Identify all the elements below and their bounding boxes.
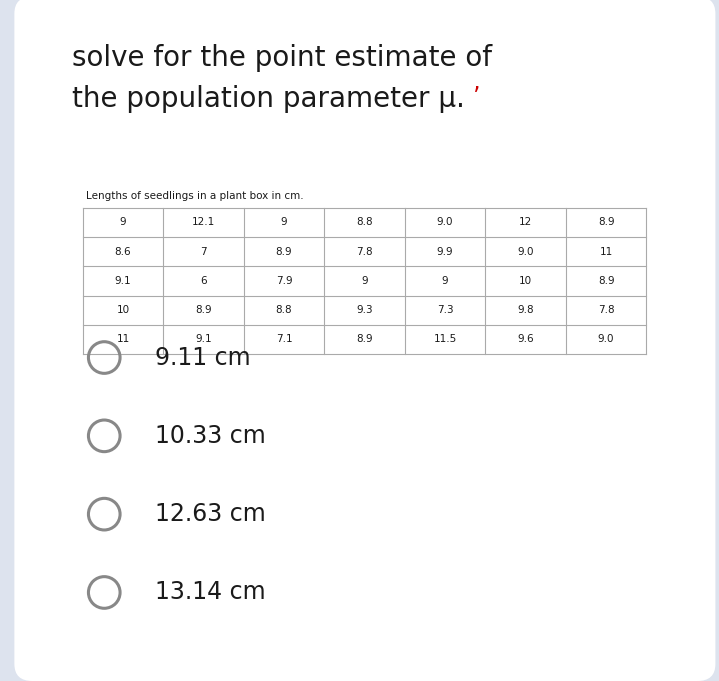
Text: 8.9: 8.9 [356, 334, 373, 345]
Text: 9.1: 9.1 [114, 276, 132, 286]
Text: ’: ’ [473, 85, 480, 109]
Text: 7.8: 7.8 [356, 247, 373, 257]
Text: 9.1: 9.1 [195, 334, 212, 345]
Text: 8.8: 8.8 [275, 305, 293, 315]
Text: 8.9: 8.9 [597, 276, 615, 286]
Text: 8.8: 8.8 [356, 217, 373, 227]
Text: 9.6: 9.6 [517, 334, 534, 345]
Text: 9: 9 [119, 217, 127, 227]
FancyBboxPatch shape [14, 0, 715, 681]
Text: 7.8: 7.8 [597, 305, 615, 315]
Text: 9.11 cm: 9.11 cm [155, 345, 250, 370]
Text: 8.6: 8.6 [114, 247, 132, 257]
Text: 7.9: 7.9 [275, 276, 293, 286]
Text: 8.9: 8.9 [275, 247, 293, 257]
Text: 9.0: 9.0 [437, 217, 453, 227]
Text: 8.9: 8.9 [195, 305, 212, 315]
Text: 11: 11 [600, 247, 613, 257]
Text: 8.9: 8.9 [597, 217, 615, 227]
Text: 12.1: 12.1 [192, 217, 215, 227]
Text: 7.3: 7.3 [436, 305, 454, 315]
Text: the population parameter μ.: the population parameter μ. [72, 85, 474, 113]
Text: 11: 11 [116, 334, 129, 345]
Text: 12: 12 [519, 217, 532, 227]
Text: 13.14 cm: 13.14 cm [155, 580, 265, 605]
Text: 9.0: 9.0 [598, 334, 614, 345]
Text: 9.8: 9.8 [517, 305, 534, 315]
Text: solve for the point estimate of: solve for the point estimate of [72, 44, 492, 72]
Text: 7: 7 [200, 247, 207, 257]
Text: Lengths of seedlings in a plant box in cm.: Lengths of seedlings in a plant box in c… [86, 191, 304, 201]
Text: 9.0: 9.0 [518, 247, 533, 257]
Text: 9: 9 [280, 217, 288, 227]
Text: 9.3: 9.3 [356, 305, 373, 315]
Text: 11.5: 11.5 [434, 334, 457, 345]
Text: 9: 9 [441, 276, 449, 286]
Text: 7.1: 7.1 [275, 334, 293, 345]
Text: 12.63 cm: 12.63 cm [155, 502, 265, 526]
Text: 9.9: 9.9 [436, 247, 454, 257]
Text: 10: 10 [519, 276, 532, 286]
Text: 10: 10 [116, 305, 129, 315]
Text: 9: 9 [361, 276, 368, 286]
Text: 10.33 cm: 10.33 cm [155, 424, 265, 448]
Text: 6: 6 [200, 276, 207, 286]
